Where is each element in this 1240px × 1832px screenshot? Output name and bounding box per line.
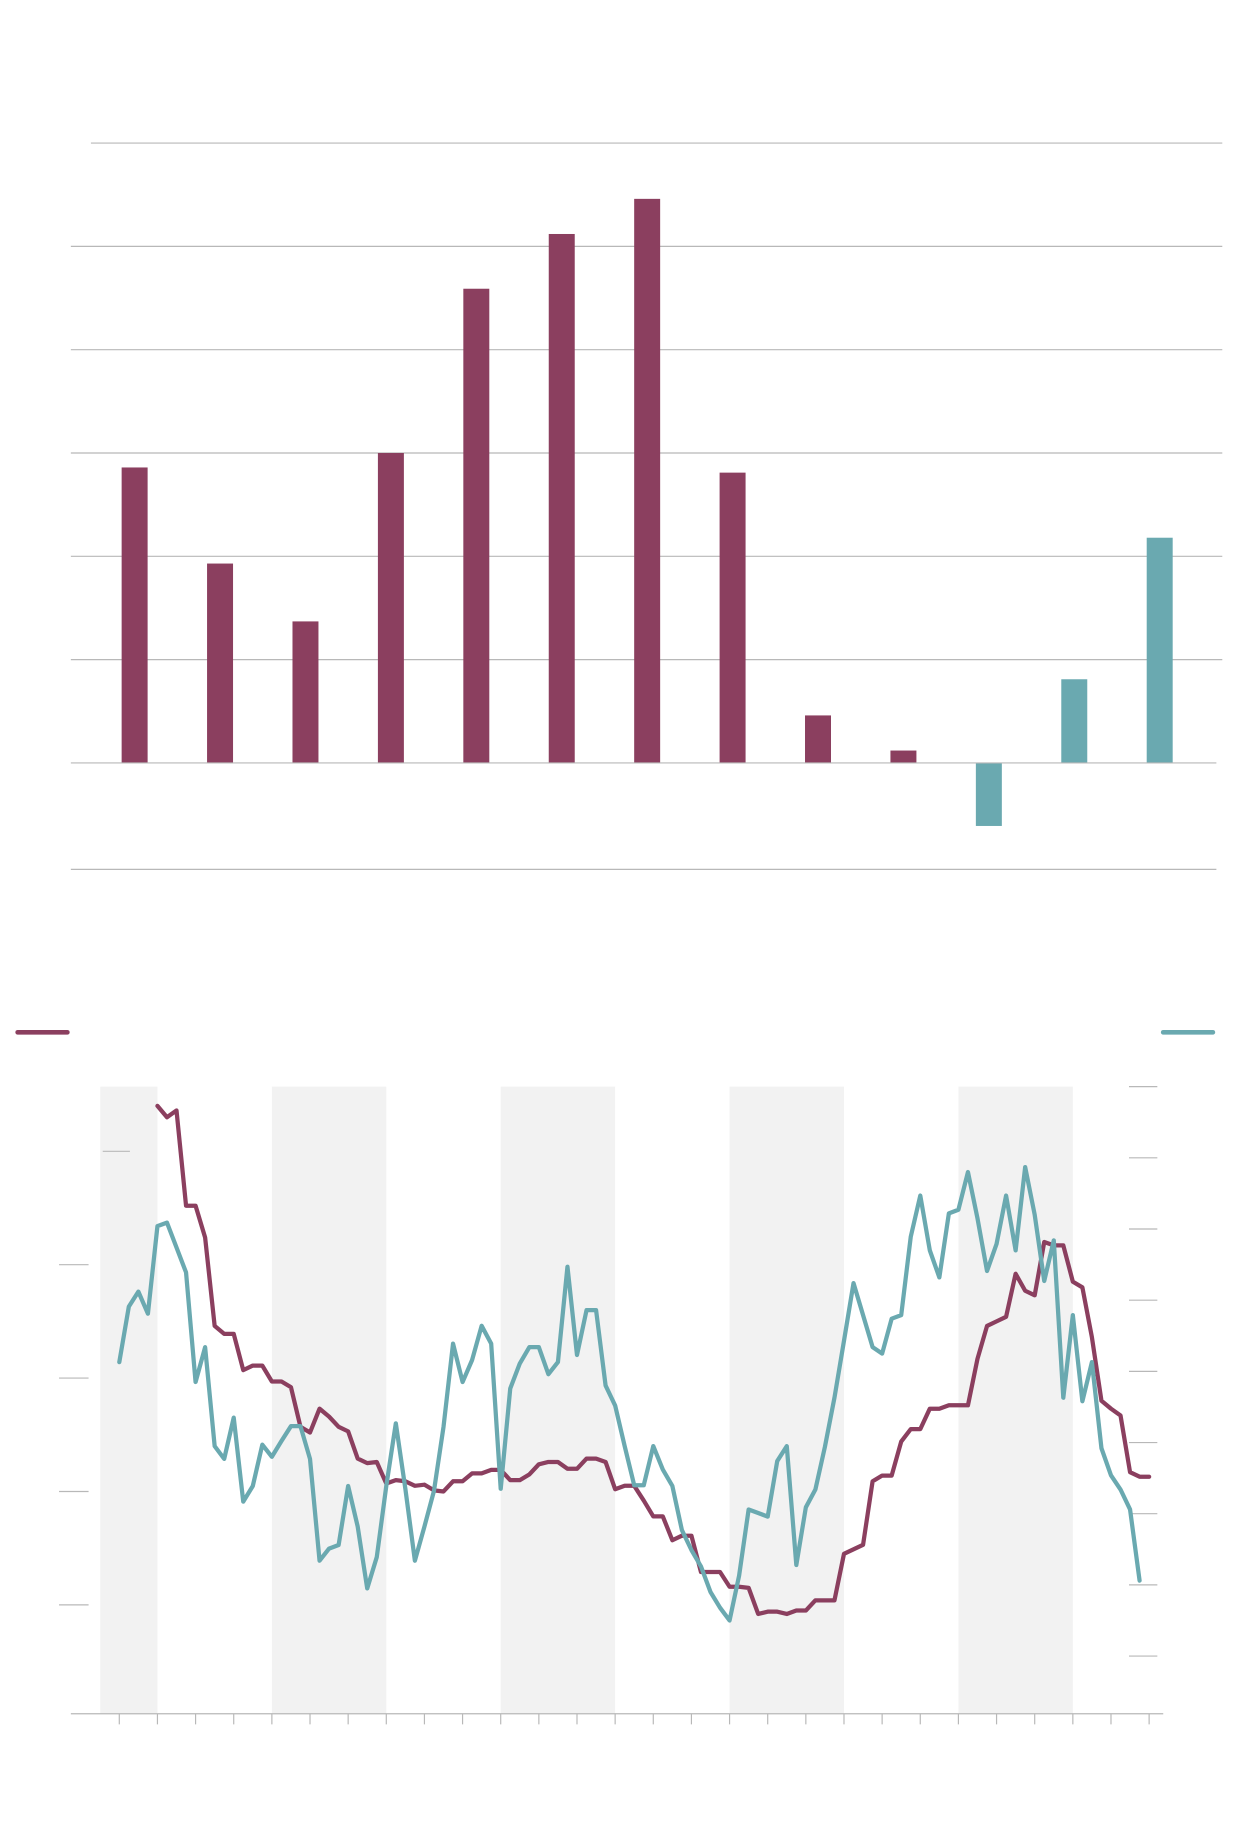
bar bbox=[207, 563, 234, 763]
bar bbox=[292, 621, 319, 763]
shaded-band bbox=[100, 1086, 158, 1714]
shaded-band bbox=[500, 1086, 616, 1714]
bar bbox=[1146, 537, 1173, 763]
bar bbox=[890, 750, 917, 763]
bar bbox=[975, 762, 1002, 826]
line-series bbox=[117, 1164, 1142, 1623]
bar bbox=[548, 233, 575, 763]
bar bbox=[805, 715, 831, 763]
bar bbox=[719, 472, 746, 763]
bar bbox=[1061, 679, 1088, 763]
bar bbox=[121, 467, 148, 763]
shaded-band bbox=[958, 1086, 1073, 1714]
line-series bbox=[155, 1103, 1152, 1617]
shaded-band bbox=[729, 1086, 844, 1714]
bar bbox=[634, 198, 661, 763]
bar bbox=[463, 288, 490, 763]
shaded-band bbox=[271, 1086, 387, 1714]
bar bbox=[377, 453, 404, 763]
